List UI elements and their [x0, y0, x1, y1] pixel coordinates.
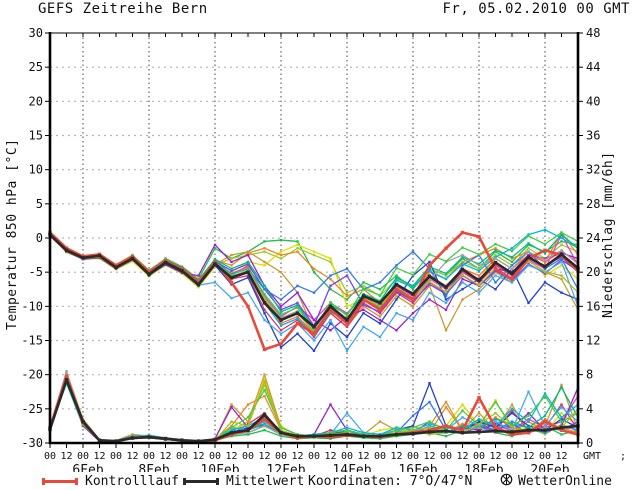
svg-text:12: 12	[586, 334, 600, 348]
svg-text:00: 00	[374, 451, 386, 462]
svg-text:-5: -5	[29, 265, 43, 279]
y-axis-label-temperature: Temperatur 850 hPa [°C]	[5, 138, 20, 330]
svg-text:16: 16	[586, 299, 600, 313]
svg-text:12: 12	[60, 451, 72, 462]
svg-text:25: 25	[29, 60, 43, 74]
svg-text:16Feb: 16Feb	[398, 463, 437, 472]
page-title: GEFS Zeitreihe Bern	[38, 1, 208, 17]
svg-text:00: 00	[506, 451, 518, 462]
svg-text:4: 4	[586, 402, 593, 416]
svg-text:18Feb: 18Feb	[464, 463, 503, 472]
svg-text:-30: -30	[21, 436, 43, 450]
svg-text:12: 12	[225, 451, 237, 462]
svg-text:20Feb: 20Feb	[530, 463, 569, 472]
svg-text:00: 00	[407, 451, 419, 462]
svg-text:00: 00	[473, 451, 485, 462]
svg-text:40: 40	[586, 94, 600, 108]
svg-text:00: 00	[440, 451, 452, 462]
svg-text:32: 32	[586, 163, 600, 177]
svg-text:00: 00	[275, 451, 287, 462]
run-datetime: Fr, 05.02.2010 00 GMT	[442, 1, 630, 17]
svg-text:12: 12	[291, 451, 303, 462]
svg-text:00: 00	[143, 451, 155, 462]
svg-text:;: ;	[620, 451, 626, 462]
svg-text:36: 36	[586, 129, 600, 143]
brand-label: WetterOnline	[518, 473, 612, 489]
svg-text:00: 00	[539, 451, 551, 462]
mean-line-swatch	[183, 477, 219, 485]
svg-text:12: 12	[555, 451, 567, 462]
svg-text:12: 12	[159, 451, 171, 462]
svg-text:00: 00	[209, 451, 221, 462]
svg-text:GMT: GMT	[583, 451, 601, 462]
svg-text:10Feb: 10Feb	[200, 463, 239, 472]
svg-text:20: 20	[29, 94, 43, 108]
svg-text:12: 12	[357, 451, 369, 462]
svg-text:12: 12	[390, 451, 402, 462]
legend-mean: Mittelwert	[183, 473, 304, 489]
svg-text:00: 00	[242, 451, 254, 462]
legend-mean-label: Mittelwert	[226, 473, 305, 489]
y-axis-label-precipitation: Niederschlag [mm/6h]	[601, 151, 616, 318]
legend-coordinates: Koordinaten: 7°O/47°N	[308, 473, 472, 489]
svg-text:00: 00	[44, 451, 56, 462]
svg-text:14Feb: 14Feb	[332, 463, 371, 472]
svg-text:12: 12	[192, 451, 204, 462]
svg-text:8Feb: 8Feb	[138, 463, 169, 472]
svg-text:-10: -10	[21, 299, 43, 313]
svg-text:12: 12	[489, 451, 501, 462]
svg-text:15: 15	[29, 129, 43, 143]
svg-text:00: 00	[110, 451, 122, 462]
svg-text:-20: -20	[21, 368, 43, 382]
svg-text:20: 20	[586, 265, 600, 279]
svg-text:12: 12	[423, 451, 435, 462]
svg-text:12: 12	[456, 451, 468, 462]
svg-text:10: 10	[29, 163, 43, 177]
svg-text:8: 8	[586, 368, 593, 382]
brand: WetterOnline	[500, 473, 612, 489]
legend-control: Kontrolllauf	[42, 473, 179, 489]
svg-text:12: 12	[93, 451, 105, 462]
svg-text:48: 48	[586, 26, 600, 40]
svg-text:28: 28	[586, 197, 600, 211]
svg-text:12Feb: 12Feb	[266, 463, 305, 472]
svg-text:12: 12	[258, 451, 270, 462]
svg-text:00: 00	[176, 451, 188, 462]
svg-text:-15: -15	[21, 334, 43, 348]
svg-text:12: 12	[126, 451, 138, 462]
svg-text:12: 12	[324, 451, 336, 462]
svg-text:12: 12	[522, 451, 534, 462]
svg-text:24: 24	[586, 231, 600, 245]
legend: Kontrolllauf Mittelwert Koordinaten: 7°O…	[0, 473, 634, 489]
svg-text:5: 5	[36, 197, 43, 211]
globe-icon	[500, 473, 513, 490]
control-line-swatch	[42, 477, 78, 485]
svg-text:-25: -25	[21, 402, 43, 416]
svg-text:0: 0	[36, 231, 43, 245]
svg-text:00: 00	[308, 451, 320, 462]
svg-text:30: 30	[29, 26, 43, 40]
svg-text:00: 00	[341, 451, 353, 462]
svg-text:0: 0	[586, 436, 593, 450]
legend-control-label: Kontrolllauf	[85, 473, 179, 489]
svg-text:44: 44	[586, 60, 600, 74]
coordinates-label: Koordinaten: 7°O/47°N	[308, 473, 473, 489]
svg-text:6Feb: 6Feb	[72, 463, 103, 472]
svg-text:00: 00	[77, 451, 89, 462]
ensemble-chart: 302520151050-5-10-15-20-25-3048444036322…	[21, 26, 626, 478]
